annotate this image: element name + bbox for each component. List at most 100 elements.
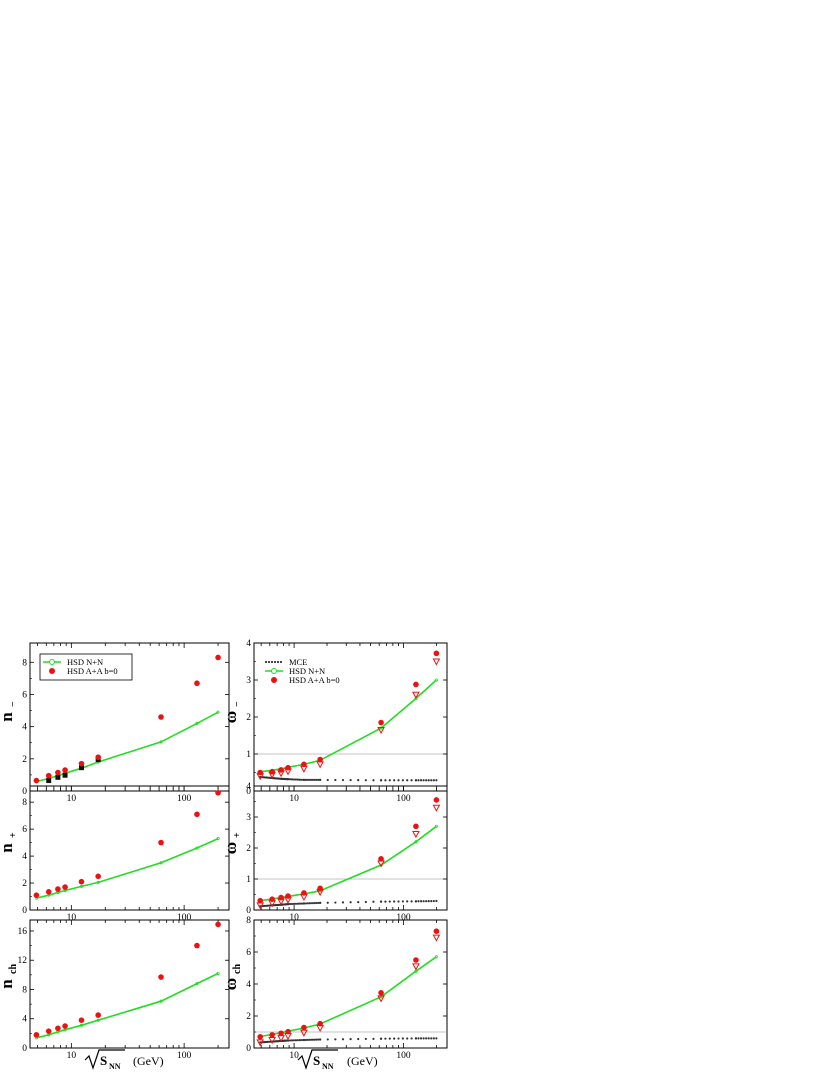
mce-dot: [349, 901, 352, 904]
hsd-aa-point: [194, 942, 200, 949]
mce-dot: [308, 902, 312, 905]
hsd-nn-point: [216, 710, 220, 714]
hsd-aa-point: [285, 764, 291, 771]
x-tick-label: 10: [67, 1051, 77, 1061]
hsd-nn-point: [434, 824, 438, 828]
y-tick-label: 8: [22, 985, 27, 995]
mce-dot: [314, 901, 318, 905]
legend-mce-dot: [264, 660, 268, 664]
panel-n_plus: 0246810100n+: [0, 785, 230, 923]
mce-dot: [286, 778, 290, 781]
hsd-nn-line: [36, 972, 219, 1039]
hsd-aa-point: [378, 990, 384, 996]
sqrt-sign: [84, 1049, 125, 1070]
mce-dot: [419, 1037, 423, 1040]
mce-dot: [427, 900, 430, 903]
mce-dot: [317, 1038, 320, 1041]
mce-dot: [302, 1038, 306, 1042]
hsd-nn-point: [216, 971, 220, 975]
hsd-nn-line: [260, 956, 437, 1038]
mce-dot: [432, 779, 435, 782]
legend-hsd-nn-marker: [271, 668, 277, 674]
y-tick-label: 0: [246, 906, 251, 916]
mce-dot: [286, 1039, 290, 1042]
mce-dot: [384, 900, 387, 903]
mce-dot: [294, 1039, 298, 1042]
mce-dot: [419, 900, 423, 903]
mce-dot: [432, 899, 435, 903]
mce-dot: [306, 1038, 310, 1041]
hsd-aa-triangle: [432, 934, 441, 942]
data-point: [62, 772, 68, 778]
hsd-aa-point: [78, 760, 85, 767]
hsd-aa-point: [257, 769, 264, 776]
mce-dot: [417, 1037, 420, 1040]
hsd-aa-point: [269, 896, 275, 902]
mce-dot: [393, 779, 396, 782]
y-tick-label: 12: [18, 956, 28, 966]
panel-omega_ch: 0 2 4 6 8 10 100 ω ch: [221, 916, 448, 1061]
mce-dot: [393, 900, 396, 903]
hsd-nn-point: [159, 999, 163, 1003]
hsd-aa-triangle: [412, 963, 420, 971]
frame-n_ch: [29, 919, 230, 1049]
mce-dot: [384, 1037, 387, 1040]
hsd-nn-point: [159, 740, 163, 744]
hsd-nn-line: [260, 825, 437, 902]
mce-dot: [410, 779, 413, 782]
legend-label: HSD A+A b=0: [289, 675, 340, 685]
mce-dot: [310, 778, 314, 782]
mce-dot: [435, 1037, 438, 1040]
y-tick-label: 3: [246, 676, 251, 686]
y-tick-label: 8: [246, 916, 251, 926]
frame-omega_plus: [253, 785, 448, 911]
x-tick-label: 100: [177, 794, 192, 804]
y-tick-label: 2: [246, 713, 251, 723]
x-tick-label: 100: [396, 1051, 411, 1061]
legend-mce-dot: [276, 660, 280, 664]
hsd-nn-line: [36, 837, 219, 899]
mce-dot: [364, 1037, 367, 1041]
hsd-aa-point: [55, 769, 61, 776]
mce-dot: [317, 901, 320, 905]
legend-label: MCE: [289, 657, 307, 667]
data-point: [55, 774, 61, 780]
y-tick-label: 0: [22, 787, 27, 797]
hsd-aa-triangle: [412, 831, 420, 839]
hsd-nn-point: [79, 884, 84, 888]
hsd-aa-point: [45, 1028, 52, 1034]
hsd-aa-point: [433, 650, 440, 657]
legend-label: HSD N+N: [289, 666, 325, 676]
mce-dot: [422, 1037, 425, 1040]
hsd-aa-point: [378, 719, 384, 726]
mce-dot: [290, 902, 294, 906]
data-point: [46, 778, 52, 784]
hsd-nn-point: [96, 880, 100, 884]
mce-dot: [372, 779, 375, 782]
mce-dot: [417, 900, 420, 903]
hsd-aa-point: [278, 1030, 284, 1037]
hsd-aa-triangle: [412, 691, 420, 699]
hsd-aa-point: [257, 1034, 264, 1040]
y-tick-label: 8: [22, 798, 27, 808]
hsd-aa-point: [317, 1020, 323, 1027]
hsd-aa-point: [33, 892, 40, 898]
mce-dot: [357, 900, 360, 904]
mce-dot: [397, 900, 400, 903]
mce-dot: [427, 1037, 430, 1040]
hsd-nn-line: [260, 679, 437, 773]
mce-dot: [326, 778, 329, 782]
y-tick-label: 4: [22, 723, 27, 733]
mce-dot: [397, 779, 400, 782]
y-tick-label: 4: [246, 782, 251, 792]
legend-hsd-aa-marker: [49, 668, 55, 674]
mce-dot: [419, 779, 423, 782]
hsd-aa-point: [301, 1024, 307, 1031]
legend-label: HSD N+N: [67, 657, 103, 667]
hsd-aa-triangle: [432, 658, 441, 666]
hsd-aa-point: [158, 714, 164, 720]
hsd-aa-point: [33, 777, 40, 784]
mce-dot: [435, 779, 438, 782]
y-tick-label: 8: [22, 658, 27, 668]
